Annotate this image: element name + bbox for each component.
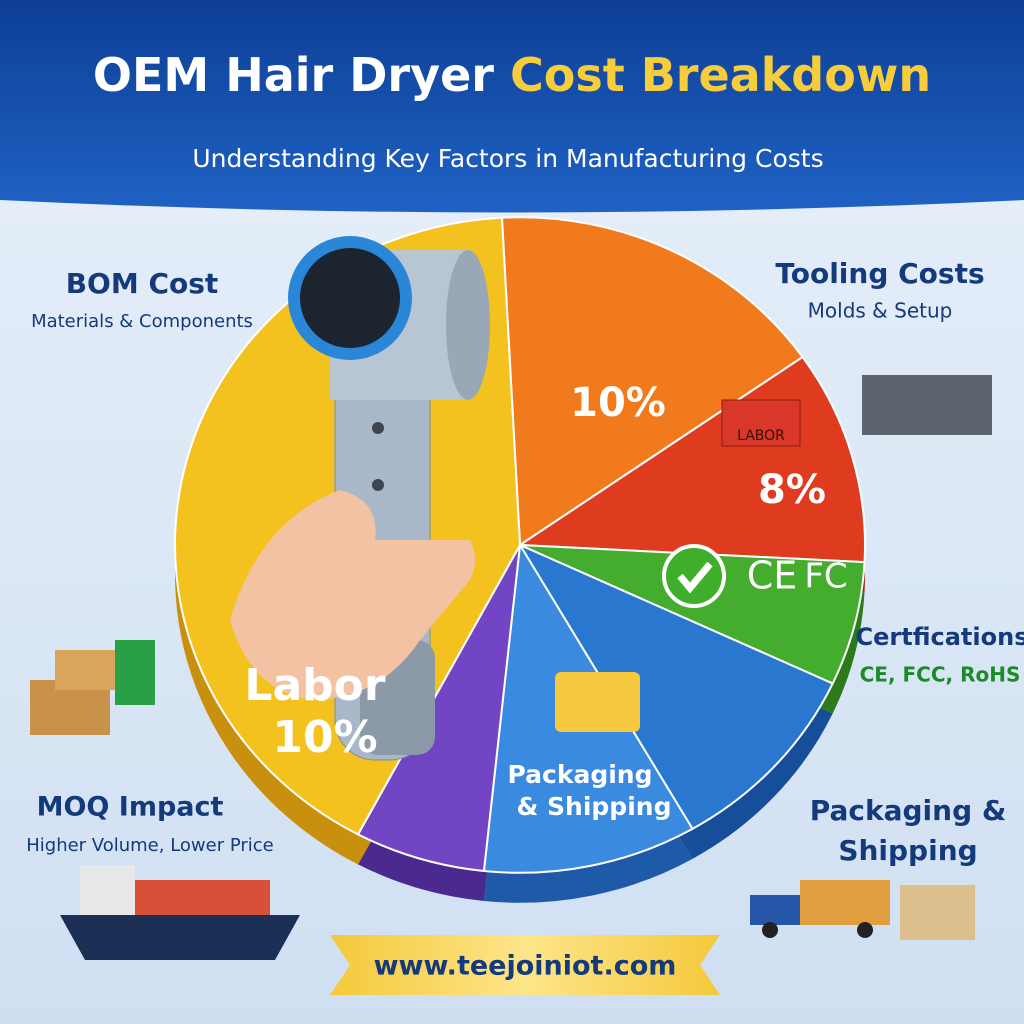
title: OEM Hair Dryer Cost Breakdown bbox=[93, 48, 931, 102]
box-icon bbox=[555, 672, 640, 732]
callout-title: MOQ Impact bbox=[37, 792, 224, 823]
ship-icon bbox=[60, 865, 300, 960]
url: www.teejoiniot.com bbox=[374, 951, 677, 982]
callout-title: Packaging & bbox=[810, 794, 1007, 827]
callout-subtitle: CE, FCC, RoHS bbox=[860, 663, 1021, 687]
boxes-icon bbox=[30, 640, 155, 735]
labor-tag bbox=[721, 399, 801, 447]
check bbox=[677, 561, 713, 594]
slice-label: 10% bbox=[272, 712, 377, 763]
cert-mark: CE bbox=[747, 554, 798, 598]
url-banner: www.teejoiniot.com bbox=[330, 935, 720, 995]
pie-slice bbox=[500, 216, 805, 547]
callout-subtitle: Higher Volume, Lower Price bbox=[26, 835, 274, 856]
labor-tag-text: LABOR bbox=[737, 428, 785, 444]
slice-label: & Shipping bbox=[517, 792, 672, 821]
slice-label: Packaging bbox=[508, 760, 653, 789]
pie-slice bbox=[519, 544, 866, 685]
slice-label: 8% bbox=[758, 467, 826, 513]
pie-slice bbox=[356, 544, 521, 873]
check-icon bbox=[662, 544, 726, 608]
callout-subtitle: Molds & Setup bbox=[808, 299, 953, 323]
mold-icon bbox=[862, 375, 992, 435]
cert-mark: FC bbox=[804, 557, 847, 597]
callout-title: Certfications bbox=[856, 623, 1024, 651]
slice-label: Labor bbox=[244, 660, 385, 711]
slice-label: 10% bbox=[570, 380, 666, 426]
truck-icon bbox=[750, 880, 975, 940]
subtitle: Understanding Key Factors in Manufacturi… bbox=[192, 144, 823, 173]
callout-title: Shipping bbox=[838, 834, 977, 867]
callout-title: BOM Cost bbox=[66, 267, 219, 300]
callout-title: Tooling Costs bbox=[775, 257, 984, 290]
title-main: OEM Hair Dryer bbox=[93, 48, 494, 102]
hair-dryer bbox=[230, 236, 490, 761]
title-highlight: Cost Breakdown bbox=[510, 48, 931, 102]
callout-subtitle: Materials & Components bbox=[31, 311, 253, 332]
pie-slice bbox=[517, 542, 835, 831]
header-band bbox=[0, 0, 1024, 213]
